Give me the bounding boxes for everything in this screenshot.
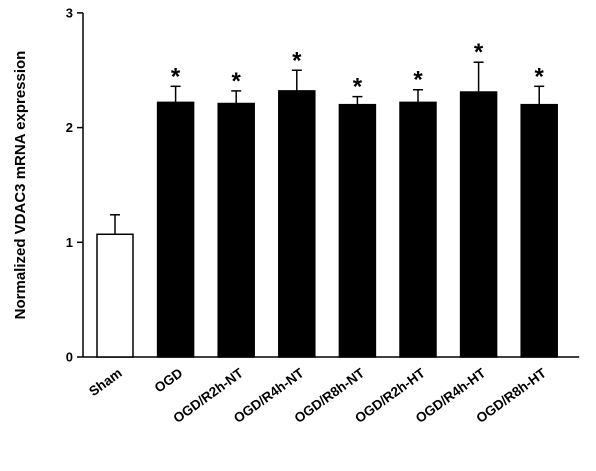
y-axis-title: Normalized VDAC3 mRNA expression [12,51,29,320]
significance-mark-1: * [171,63,181,90]
bar-5 [399,101,437,358]
bar-4 [338,103,377,358]
category-label-1: OGD [152,365,186,395]
significance-mark-4: * [353,74,363,101]
bar-7 [520,103,558,358]
bar-0 [96,233,134,358]
axes: 0 1 2 3 [66,5,580,365]
y-tick-label-3: 3 [66,5,73,20]
y-tick-label-1: 1 [66,235,73,250]
bars [96,61,558,358]
significance-mark-5: * [413,67,423,94]
significance-mark-7: * [535,63,545,90]
bar-2 [217,102,255,358]
y-tick-label-2: 2 [66,120,73,135]
significance-mark-2: * [232,68,242,95]
bar-6 [459,91,498,358]
y-tick-label-0: 0 [66,350,73,365]
bar-1 [156,101,195,358]
significance-mark-6: * [474,39,484,66]
significance-mark-3: * [292,47,302,74]
category-label-0: Sham [86,365,125,399]
bar-3 [278,90,316,358]
